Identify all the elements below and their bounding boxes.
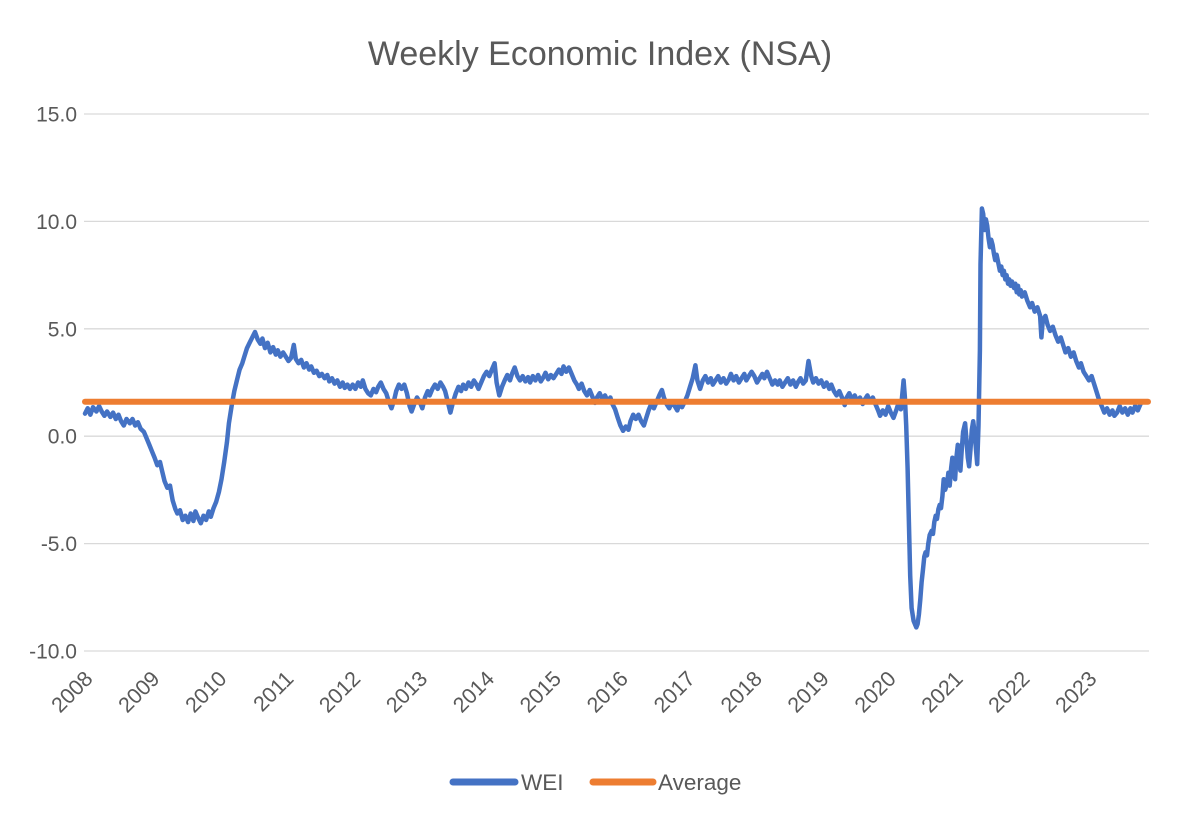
x-axis-tick-label: 2009 — [114, 667, 165, 718]
x-axis-tick-label: 2020 — [850, 667, 901, 718]
x-axis-tick-label: 2018 — [716, 667, 767, 718]
x-axis-tick-label: 2017 — [649, 667, 700, 718]
x-axis-tick-label: 2010 — [181, 667, 232, 718]
y-axis-tick-label: -5.0 — [41, 533, 77, 556]
x-axis-tick-label: 2023 — [1051, 667, 1102, 718]
x-axis-tick-label: 2022 — [984, 667, 1035, 718]
x-axis-tick-label: 2012 — [314, 667, 365, 718]
x-axis-tick-label: 2016 — [582, 667, 633, 718]
y-axis-tick-label: 5.0 — [48, 318, 77, 341]
y-axis-tick-label: 0.0 — [48, 426, 77, 449]
y-axis-tick-label: 10.0 — [36, 211, 77, 234]
x-axis-tick-label: 2015 — [515, 667, 566, 718]
x-axis-tick-label: 2008 — [47, 667, 98, 718]
legend-label-wei: WEI — [521, 770, 564, 795]
wei-series-line — [82, 206, 1143, 630]
x-axis-tick-label: 2013 — [381, 667, 432, 718]
y-axis-tick-label: -10.0 — [29, 641, 77, 664]
legend-label-average: Average — [658, 770, 741, 795]
x-axis-tick-label: 2014 — [448, 667, 499, 718]
x-axis-tick-label: 2011 — [249, 667, 299, 717]
x-axis-tick-label: 2019 — [783, 667, 834, 718]
x-axis-tick-label: 2021 — [917, 667, 968, 718]
y-axis-tick-label: 15.0 — [36, 104, 77, 127]
chart-title: Weekly Economic Index (NSA) — [368, 35, 832, 73]
